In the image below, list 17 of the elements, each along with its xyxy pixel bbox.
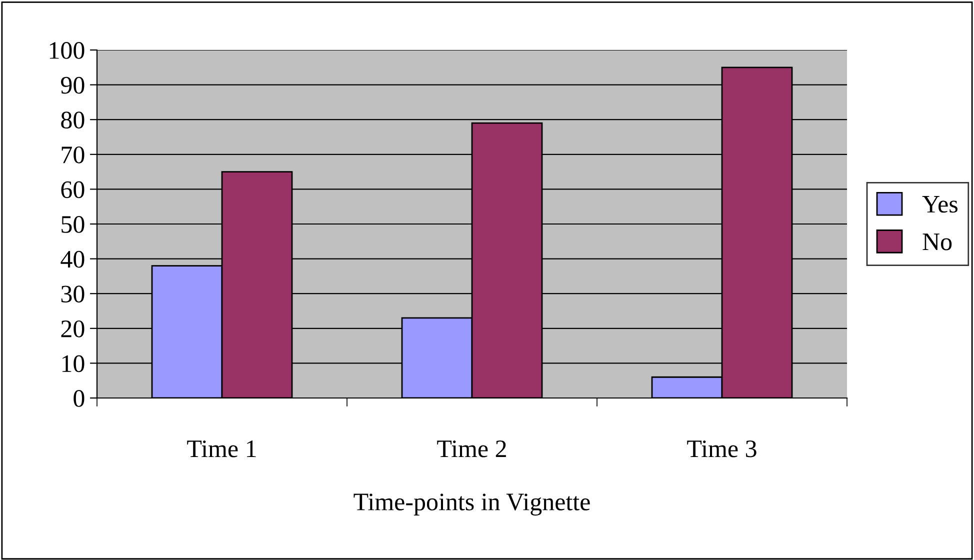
y-tick-label: 90: [61, 76, 84, 94]
x-tick-label: Time 1: [187, 440, 256, 458]
legend-label: Yes: [922, 196, 958, 213]
legend-label: No: [922, 234, 952, 250]
x-tick-label: Time 3: [687, 440, 756, 458]
y-tick-label: 50: [62, 216, 84, 233]
y-tick-label: 100: [50, 42, 84, 59]
x-tick-label: Time 2: [437, 440, 506, 458]
x-axis-title: Time-points in Vignette: [354, 494, 590, 516]
y-tick-label: 30: [61, 286, 84, 303]
y-tick-label: 40: [60, 250, 84, 268]
y-tick-label: 60: [61, 181, 84, 198]
y-tick-label: 10: [62, 355, 84, 372]
y-tick-label: 70: [62, 146, 84, 164]
y-tick-label: 80: [61, 112, 84, 129]
y-tick-label: 0: [74, 390, 84, 407]
y-tick-label: 20: [61, 320, 84, 338]
